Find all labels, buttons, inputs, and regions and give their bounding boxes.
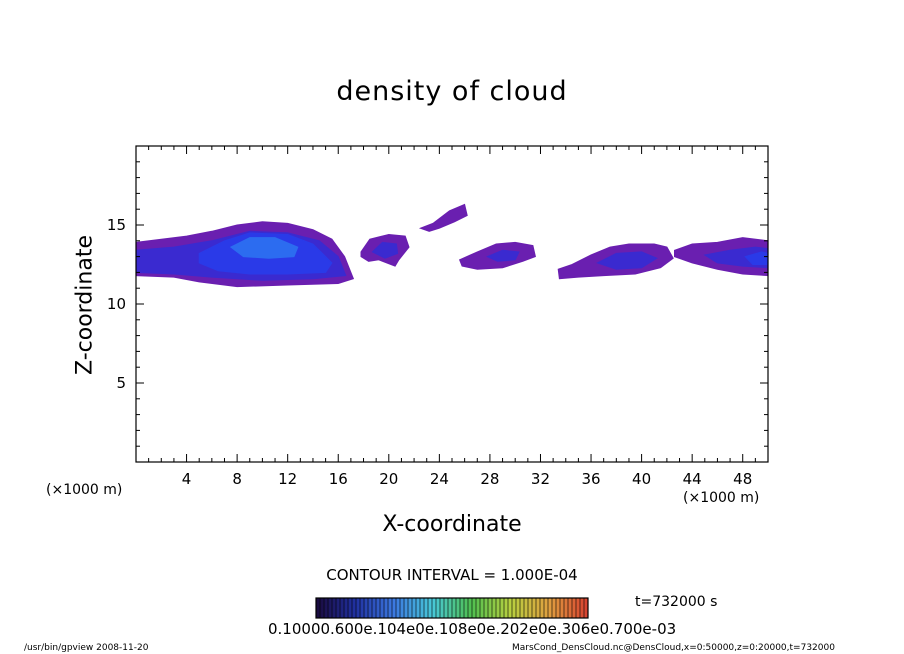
footer-left: /usr/bin/gpview 2008-11-20 [24,643,149,653]
x-tick-label: 48 [733,470,752,488]
cloud-region-low [486,249,520,262]
time-label: t=732000 s [635,594,718,610]
x-tick-label: 28 [480,470,499,488]
colorbar [315,597,589,619]
contour-interval: CONTOUR INTERVAL = 1.000E-04 [326,566,578,584]
footer-right: MarsCond_DensCloud.nc@DensCloud,x=0:5000… [512,643,835,653]
cloud-region-outer [418,203,468,232]
x-tick-label: 12 [278,470,297,488]
x-unit-left: (×1000 m) [46,482,123,498]
x-axis-label: X-coordinate [382,512,522,537]
chart-title: density of cloud [336,76,568,107]
x-tick-label: 4 [182,470,192,488]
x-tick-label: 8 [232,470,242,488]
colorbar-labels: 0.10000.600e.104e0e.108e0e.202e0e.306e0.… [268,620,677,638]
y-tick-label: 5 [116,374,126,392]
x-tick-label: 32 [531,470,550,488]
x-tick-label: 44 [683,470,702,488]
x-tick-label: 36 [581,470,600,488]
x-unit-right: (×1000 m) [683,490,760,506]
cloud-region-core [229,237,299,259]
plot-frame [135,145,769,463]
x-tick-label: 40 [632,470,651,488]
x-tick-label: 24 [430,470,449,488]
cloud-region-low [596,251,658,270]
colorbar-border [315,597,589,619]
cloud-region-low [371,241,399,259]
y-axis-label: Z-coordinate [72,235,98,375]
x-tick-label: 20 [379,470,398,488]
cloud-density-field [135,203,769,288]
y-tick-label: 15 [107,216,126,234]
x-tick-label: 16 [329,470,348,488]
y-tick-label: 10 [107,295,126,313]
